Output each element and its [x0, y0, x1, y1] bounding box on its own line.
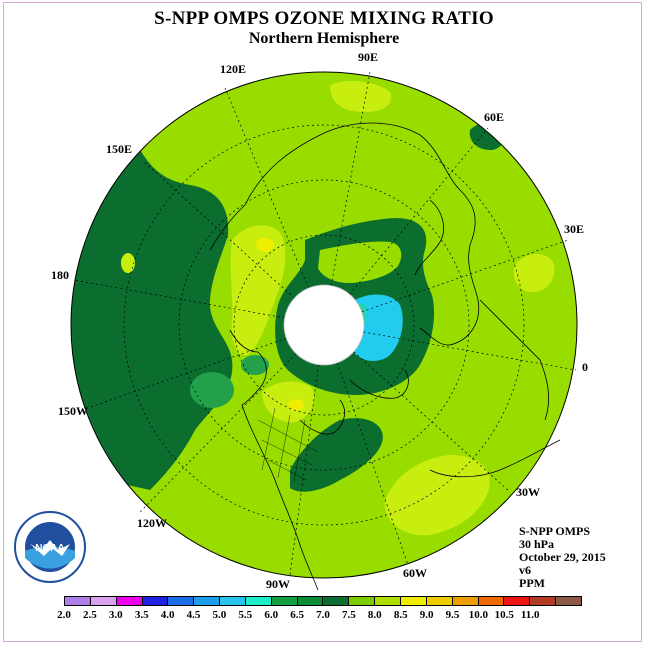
coast-alaska: [229, 329, 267, 406]
coast-eurasia: [244, 122, 480, 346]
field-yellow-green-left: [230, 225, 286, 356]
legend-tick-label: 8.5: [393, 609, 408, 621]
info-units: PPM: [519, 576, 545, 590]
field-yellow-siberia: [256, 238, 274, 252]
legend-color-cell: [426, 597, 453, 605]
lon-label-60w: 60W: [403, 566, 427, 580]
field-medium-green-2: [241, 355, 269, 375]
legend-tick-label: 4.5: [186, 609, 201, 621]
lon-label-180: 180: [51, 268, 69, 282]
legend-color-cell: [297, 597, 324, 605]
field-dark-green-atlantic: [290, 418, 383, 492]
coast-africa: [429, 439, 561, 478]
info-instrument: S-NPP OMPS: [519, 524, 590, 538]
field-yellow-green-bottom: [384, 455, 490, 536]
legend-color-cell: [220, 597, 246, 605]
field-medium-green-1: [190, 372, 234, 408]
legend-color-cell: [271, 597, 298, 605]
color-legend: [64, 596, 582, 606]
legend-color-cell: [65, 597, 91, 605]
legend-tick-label: 7.0: [316, 609, 330, 621]
legend-color-cell: [556, 597, 581, 605]
legend-color-cell: [400, 597, 427, 605]
legend-tick-label: 5.5: [238, 609, 253, 621]
noaa-logo-text: NOAA: [35, 543, 64, 554]
map-outline: [70, 71, 578, 579]
coast-scandinavia: [414, 199, 444, 276]
legend-color-cell: [168, 597, 195, 605]
legend-tick-label: 2.0: [57, 609, 71, 621]
coast-europe: [479, 299, 550, 421]
legend-tick-label: 7.5: [342, 609, 356, 621]
lon-label-120w: 120W: [137, 516, 167, 530]
lon-label-120e: 120E: [220, 62, 247, 76]
lon-label-150w: 150W: [58, 404, 88, 418]
map-title: S-NPP OMPS OZONE MIXING RATIO: [154, 8, 494, 29]
lon-label-60e: 60E: [484, 110, 505, 124]
field-yellow-green-usa: [262, 381, 315, 423]
coast-greenland: [349, 369, 409, 399]
us-states: [257, 407, 319, 483]
field-yellow-green-right: [513, 254, 555, 293]
coast-asia-east: [209, 204, 246, 251]
lon-label-90w: 90W: [266, 577, 290, 591]
legend-color-cell: [90, 597, 117, 605]
lon-label-30w: 30W: [516, 485, 540, 499]
legend-tick-label: 2.5: [83, 609, 97, 621]
legend-tick-label: 10.0: [468, 609, 489, 621]
coast-hudson: [299, 399, 345, 435]
legend-tick-label: 5.0: [212, 609, 227, 621]
legend-tick-label: 3.0: [108, 609, 123, 621]
legend-color-cell: [245, 597, 272, 605]
legend-color-cell: [142, 597, 169, 605]
legend-tick-label: 8.0: [367, 609, 382, 621]
lon-label-0: 0: [582, 360, 588, 374]
lon-label-30e: 30E: [564, 222, 585, 236]
legend-color-cell: [530, 597, 557, 605]
field-yellow-green-small: [121, 253, 135, 273]
field-dark-green-pacific: [71, 140, 233, 490]
legend-tick-label: 9.0: [419, 609, 434, 621]
noaa-logo: NOAA: [14, 511, 86, 583]
legend-tick-label: 11.0: [520, 609, 540, 621]
legend-color-cell: [116, 597, 143, 605]
legend-color-cell: [194, 597, 221, 605]
legend-tick-label: 6.0: [264, 609, 279, 621]
graticule: [73, 71, 577, 576]
legend-color-cell: [375, 597, 401, 605]
lon-label-150e: 150E: [106, 142, 133, 156]
info-block: S-NPP OMPS 30 hPa October 29, 2015 v6 PP…: [519, 525, 606, 590]
legend-tick-label: 10.5: [494, 609, 514, 621]
legend-color-cell: [452, 597, 479, 605]
legend-ticks: 2.0 2.5 3.0 3.5 4.0 4.5 5.0 5.5 6.0 6.5 7.0 7.5 8.0 8…: [52, 609, 600, 623]
info-date: October 29, 2015: [519, 550, 606, 564]
legend-color-cell: [323, 597, 350, 605]
legend-tick-label: 3.5: [134, 609, 149, 621]
polar-no-data: [283, 284, 365, 366]
legend-tick-label: 9.5: [445, 609, 460, 621]
legend-color-cell: [349, 597, 376, 605]
legend-tick-label: 6.5: [290, 609, 304, 621]
info-version: v6: [519, 563, 531, 577]
lon-label-90e: 90E: [358, 50, 379, 64]
legend-color-cell: [504, 597, 531, 605]
map-subtitle: Northern Hemisphere: [248, 30, 400, 47]
legend-color-cell: [478, 597, 505, 605]
coast-north-america: [241, 404, 319, 591]
field-light-green-inner: [318, 241, 402, 284]
info-level: 30 hPa: [519, 537, 555, 551]
field-yellow-green-top: [330, 80, 392, 112]
field-yellow-canada: [288, 399, 304, 411]
legend-tick-label: 4.0: [160, 609, 175, 621]
figure-frame: [3, 2, 642, 642]
coastlines: [209, 122, 561, 591]
